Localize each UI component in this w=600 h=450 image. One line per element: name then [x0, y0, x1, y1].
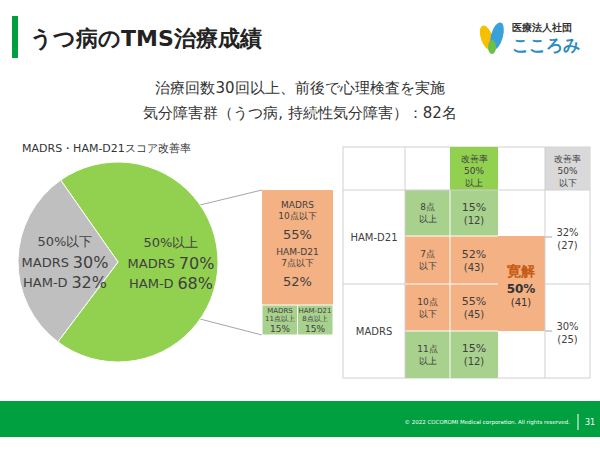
svg-text:改善率: 改善率 — [554, 154, 581, 164]
svg-text:50%: 50% — [464, 166, 484, 176]
svg-text:© 2022 COCOROMI Medical corpor: © 2022 COCOROMI Medical corporation. All… — [404, 419, 570, 426]
svg-text:MADRS: MADRS — [356, 326, 392, 337]
svg-text:以上: 以上 — [465, 178, 483, 188]
svg-text:15%: 15% — [270, 324, 290, 334]
svg-text:HAM-D21: HAM-D21 — [299, 307, 332, 315]
svg-text:MADRS: MADRS — [281, 200, 314, 210]
svg-text:(12): (12) — [464, 215, 485, 226]
svg-text:(12): (12) — [464, 356, 485, 367]
svg-text:7点以下: 7点以下 — [281, 258, 314, 268]
svg-text:30%: 30% — [556, 321, 578, 332]
svg-text:MADRS・HAM-D21スコア改善率: MADRS・HAM-D21スコア改善率 — [22, 142, 191, 155]
svg-text:50%以上: 50%以上 — [144, 235, 199, 250]
svg-text:50%以下: 50%以下 — [38, 234, 93, 249]
svg-text:以下: 以下 — [559, 178, 577, 188]
svg-text:以下: 以下 — [419, 309, 437, 319]
svg-text:HAM-D: HAM-D — [23, 275, 68, 290]
svg-text:30%: 30% — [73, 253, 109, 272]
svg-text:55%: 55% — [283, 227, 312, 242]
svg-text:11点以上: 11点以上 — [265, 315, 295, 323]
svg-text:8点: 8点 — [420, 202, 435, 212]
svg-text:(27): (27) — [557, 240, 578, 251]
svg-text:10点: 10点 — [417, 297, 437, 307]
svg-text:(45): (45) — [464, 309, 485, 320]
svg-text:寛解: 寛解 — [507, 263, 535, 279]
svg-text:55%: 55% — [462, 295, 486, 308]
svg-text:以上: 以上 — [419, 214, 437, 224]
svg-text:15%: 15% — [462, 201, 486, 214]
svg-text:68%: 68% — [177, 274, 213, 293]
svg-text:8点以上: 8点以上 — [302, 315, 327, 323]
svg-text:31: 31 — [585, 418, 595, 427]
svg-text:50%: 50% — [507, 282, 536, 296]
svg-text:(41): (41) — [511, 297, 532, 308]
svg-text:32%: 32% — [71, 273, 107, 292]
svg-text:うつ病のTMS治療成績: うつ病のTMS治療成績 — [30, 26, 262, 51]
svg-text:15%: 15% — [305, 324, 325, 334]
svg-text:医療法人社団: 医療法人社団 — [512, 22, 572, 33]
svg-text:こころみ: こころみ — [512, 35, 580, 55]
svg-text:MADRS: MADRS — [128, 256, 175, 271]
svg-text:改善率: 改善率 — [461, 154, 488, 164]
svg-text:52%: 52% — [283, 274, 312, 289]
svg-text:MADRS: MADRS — [22, 255, 69, 270]
svg-text:(25): (25) — [557, 334, 578, 345]
svg-text:50%: 50% — [557, 166, 577, 176]
svg-text:以下: 以下 — [419, 261, 437, 271]
svg-text:(43): (43) — [464, 262, 485, 273]
svg-text:HAM-D21: HAM-D21 — [350, 232, 397, 243]
svg-text:HAM-D: HAM-D — [129, 276, 174, 291]
svg-text:11点: 11点 — [417, 344, 437, 354]
svg-text:10点以下: 10点以下 — [278, 211, 316, 221]
svg-text:15%: 15% — [462, 342, 486, 355]
svg-text:治療回数30回以上、前後で心理検査を実施: 治療回数30回以上、前後で心理検査を実施 — [155, 79, 444, 97]
svg-text:52%: 52% — [462, 248, 486, 261]
svg-text:HAM-D21: HAM-D21 — [276, 247, 318, 257]
svg-text:気分障害群（うつ病, 持続性気分障害）：82名: 気分障害群（うつ病, 持続性気分障害）：82名 — [143, 104, 457, 122]
svg-text:7点: 7点 — [420, 249, 435, 259]
svg-text:32%: 32% — [556, 227, 578, 238]
svg-text:以上: 以上 — [419, 356, 437, 366]
svg-text:MADRS: MADRS — [267, 307, 293, 315]
svg-text:70%: 70% — [179, 254, 215, 273]
